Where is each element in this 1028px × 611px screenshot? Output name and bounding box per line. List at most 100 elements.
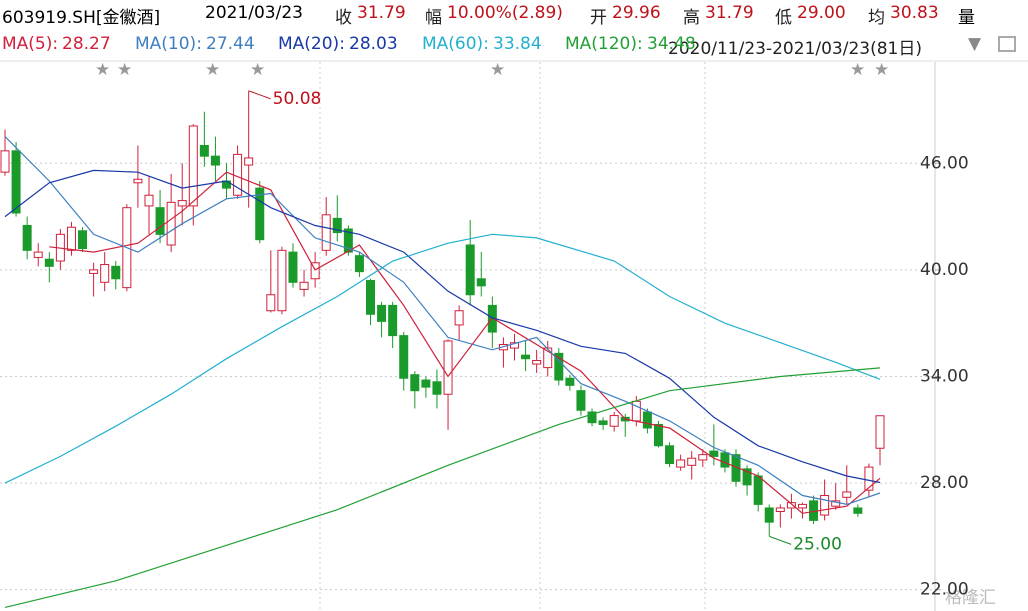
ma-line — [49, 171, 881, 514]
candle-body — [554, 352, 564, 381]
candle-body — [410, 374, 420, 392]
ma-line — [4, 233, 881, 484]
candle-body — [100, 264, 110, 283]
candle-body — [543, 347, 553, 369]
candle-body — [687, 457, 697, 466]
candle-body — [698, 454, 708, 461]
dropdown-arrow[interactable]: ▼ — [968, 34, 982, 54]
field-value: 31.79 — [705, 3, 754, 23]
candle-body — [864, 466, 874, 491]
candle-body — [133, 178, 143, 184]
candle-body — [454, 310, 464, 326]
candle-body — [399, 335, 409, 379]
field-value: 29.00 — [797, 3, 846, 23]
candle-body — [676, 459, 686, 468]
candle-body — [388, 304, 398, 337]
field-label: 开 — [590, 8, 607, 28]
ma-name: MA(20): — [278, 34, 345, 54]
candle-body — [443, 340, 453, 395]
candle-body — [166, 201, 176, 246]
candle-body — [288, 251, 298, 283]
candle-body — [111, 265, 121, 280]
candle-body — [665, 445, 675, 465]
candle-body — [476, 278, 486, 287]
candle-body — [775, 507, 785, 513]
y-tick-label: 34.00 — [920, 366, 969, 386]
y-tick-label: 28.00 — [920, 473, 969, 493]
field-value: 10.00%(2.89) — [447, 3, 563, 23]
y-tick-label: 46.00 — [920, 153, 969, 173]
star[interactable]: ★ — [205, 60, 220, 80]
watermark: 格隆汇 — [945, 588, 996, 608]
candle-body — [742, 468, 752, 486]
y-tick-label: 40.00 — [920, 260, 969, 280]
candle-body — [731, 454, 741, 482]
candle-body — [820, 495, 830, 516]
field-value: 29.96 — [612, 3, 661, 23]
ma-value: 34.48 — [647, 34, 696, 54]
candle-body — [421, 379, 431, 388]
candle-body — [653, 423, 663, 447]
candle-body — [22, 224, 32, 251]
ma-name: MA(10): — [135, 34, 202, 54]
star[interactable]: ★ — [95, 60, 110, 80]
ma-name: MA(5): — [2, 34, 59, 54]
volume-label: 量 — [958, 8, 975, 28]
candle-body — [853, 507, 863, 514]
field-label: 低 — [775, 8, 792, 28]
ma-line — [4, 169, 881, 484]
ma-value: 27.44 — [206, 34, 255, 54]
candle-body — [875, 415, 885, 449]
candle-body — [255, 187, 265, 241]
candle-body — [144, 194, 154, 207]
field-label: 收 — [335, 8, 352, 28]
y-tick-label: 22.00 — [920, 580, 969, 600]
candle-body — [509, 342, 519, 349]
candle-body — [321, 214, 331, 251]
date: 2021/03/23 — [205, 3, 303, 23]
event-stars: ★ ★ ★ ★ ★ ★ ★ — [95, 60, 889, 80]
candle-body — [310, 262, 320, 280]
settings-icon[interactable] — [998, 36, 1016, 52]
candle-body — [377, 304, 387, 322]
candle-body — [155, 207, 165, 235]
candle-body — [609, 415, 619, 427]
candle-body — [89, 269, 99, 274]
star[interactable]: ★ — [850, 60, 865, 80]
candle-body — [753, 475, 763, 505]
star[interactable]: ★ — [490, 60, 505, 80]
candle-body — [78, 230, 88, 250]
candle-body — [210, 155, 220, 166]
stock-code: 603919.SH[金徽酒] — [2, 8, 161, 28]
ma-value: 28.27 — [62, 34, 111, 54]
star[interactable]: ★ — [250, 60, 265, 80]
field-label: 高 — [683, 8, 700, 28]
candle-body — [332, 217, 342, 234]
ma-name: MA(60): — [422, 34, 489, 54]
candle-body — [521, 354, 531, 360]
candle-body — [277, 249, 287, 312]
field-value: 30.83 — [890, 3, 939, 23]
candle-body — [709, 450, 719, 457]
candle-body — [842, 491, 852, 498]
candle-body — [244, 157, 254, 166]
ma-name: MA(120): — [565, 34, 643, 54]
date-range[interactable]: 2020/11/23-2021/03/23(81日) — [668, 39, 922, 59]
field-value: 31.79 — [357, 3, 406, 23]
star[interactable]: ★ — [874, 60, 889, 80]
candle-body — [576, 390, 586, 411]
candle-body — [44, 258, 54, 267]
candle-body — [598, 420, 608, 425]
candle-body — [465, 244, 475, 296]
field-label: 幅 — [425, 8, 442, 28]
candle-body — [188, 125, 198, 207]
star[interactable]: ★ — [117, 60, 132, 80]
candle-body — [177, 200, 187, 207]
candle-body — [797, 503, 807, 509]
annotation-arrow — [248, 90, 271, 100]
candle-body — [0, 150, 10, 173]
candle-body — [764, 507, 774, 523]
ma-line — [4, 367, 881, 608]
candle-body — [343, 228, 353, 253]
